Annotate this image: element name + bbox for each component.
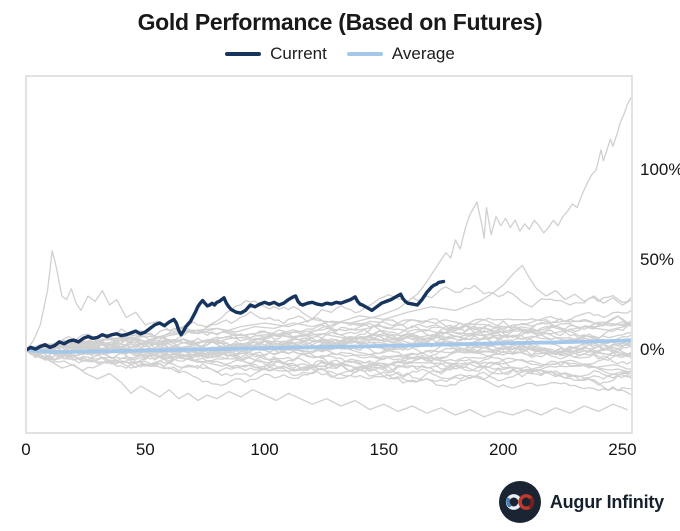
legend: Current Average xyxy=(0,44,680,64)
y-tick-0: 0% xyxy=(640,340,665,360)
current-line-swatch xyxy=(225,52,262,56)
best-year-line xyxy=(27,96,631,351)
x-tick-50: 50 xyxy=(135,440,155,459)
x-tick-250: 250 xyxy=(608,440,637,459)
x-tick-200: 200 xyxy=(488,440,518,459)
background-year-line xyxy=(27,324,631,371)
y-tick-100: 100% xyxy=(640,159,680,179)
chart-title: Gold Performance (Based on Futures) xyxy=(137,9,543,35)
current-line xyxy=(27,279,446,352)
late-spike-year-line xyxy=(27,264,631,351)
legend-item-current: Current xyxy=(225,44,327,64)
y-tick-50: 50% xyxy=(640,249,675,269)
background-year-line xyxy=(27,335,631,361)
legend-item-average: Average xyxy=(346,44,455,64)
average-line xyxy=(27,338,631,354)
worst-year-line xyxy=(27,349,628,418)
x-tick-150: 150 xyxy=(369,440,399,459)
background-year-line xyxy=(27,346,631,396)
legend-label-current: Current xyxy=(270,44,327,63)
background-year-line xyxy=(27,348,631,382)
early-spike-year-line xyxy=(27,250,631,350)
brand-footer: Augur Infinity xyxy=(498,481,664,523)
background-year-line xyxy=(27,309,631,359)
x-tick-0: 0 xyxy=(21,440,31,459)
background-year-line xyxy=(27,341,631,378)
x-tick-100: 100 xyxy=(250,440,279,459)
background-year-line xyxy=(27,318,631,367)
legend-label-average: Average xyxy=(391,44,455,63)
augur-infinity-logo xyxy=(498,481,541,523)
background-year-line xyxy=(27,315,631,356)
brand-name: Augur Infinity xyxy=(549,491,664,512)
plot-border xyxy=(25,75,633,434)
average-line-swatch xyxy=(346,52,383,56)
